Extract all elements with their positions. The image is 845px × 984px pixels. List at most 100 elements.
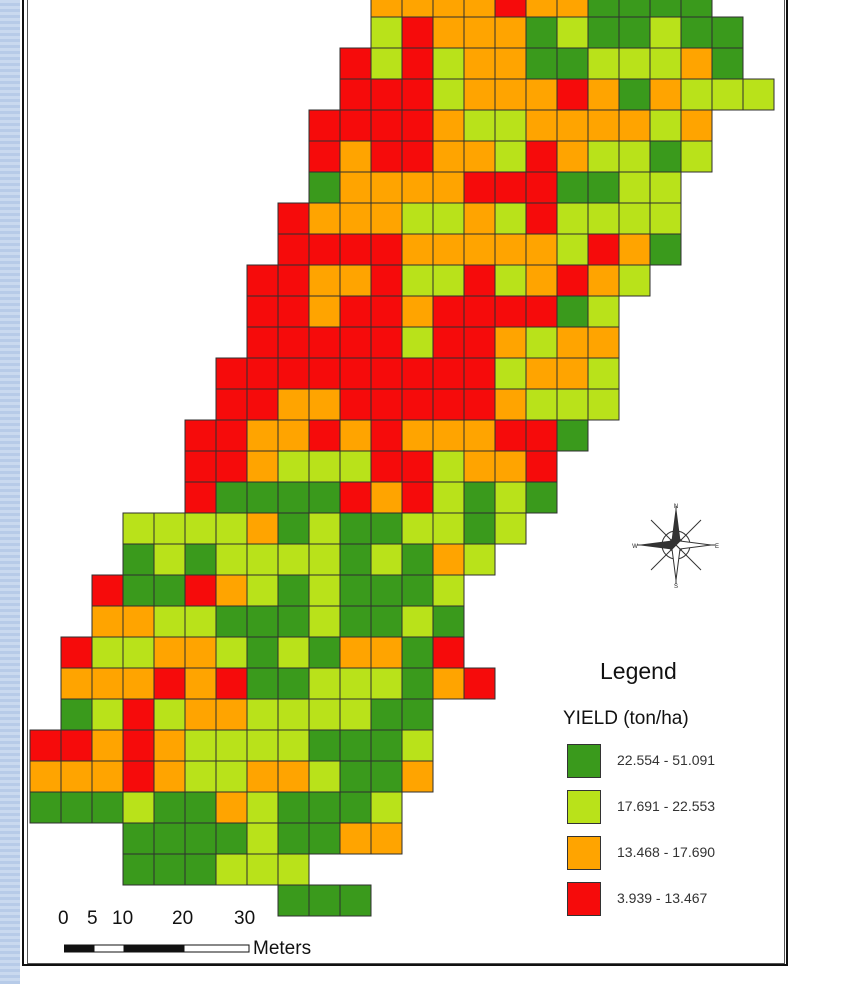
yield-cell: [370, 78, 403, 111]
yield-cell: [463, 295, 496, 328]
yield-cell: [401, 109, 434, 142]
yield-cell: [401, 481, 434, 514]
yield-cell: [370, 326, 403, 359]
legend-label-high: 22.554 - 51.091: [617, 752, 716, 768]
yield-cell: [587, 388, 620, 421]
yield-cell: [308, 140, 341, 173]
yield-cell: [308, 698, 341, 731]
scale-bar-graphic: [64, 944, 250, 953]
yield-cell: [339, 264, 372, 297]
yield-cell: [587, 16, 620, 49]
yield-cell: [432, 357, 465, 390]
yield-cell: [370, 822, 403, 855]
yield-cell: [277, 450, 310, 483]
yield-cell: [246, 512, 279, 545]
yield-cell: [370, 667, 403, 700]
yield-cell: [91, 605, 124, 638]
legend-field-name: YIELD (ton/ha): [563, 708, 689, 729]
yield-cell: [339, 357, 372, 390]
yield-cell: [184, 574, 217, 607]
yield-cell: [370, 791, 403, 824]
yield-cell: [122, 667, 155, 700]
scale-tick-label: 10: [112, 908, 134, 929]
yield-cell: [153, 667, 186, 700]
yield-cell: [246, 574, 279, 607]
yield-cell: [339, 450, 372, 483]
yield-cell: [463, 326, 496, 359]
yield-cell: [401, 760, 434, 793]
yield-cell: [525, 171, 558, 204]
yield-cell: [153, 543, 186, 576]
yield-cell: [246, 295, 279, 328]
scale-tick-label: 0: [58, 908, 69, 929]
yield-cell: [401, 264, 434, 297]
yield-cell: [184, 822, 217, 855]
yield-cell: [525, 109, 558, 142]
yield-cell: [122, 512, 155, 545]
yield-cell: [494, 16, 527, 49]
yield-cell: [401, 295, 434, 328]
yield-cell: [525, 450, 558, 483]
yield-cell: [246, 357, 279, 390]
yield-cell: [277, 791, 310, 824]
yield-cell: [370, 698, 403, 731]
yield-cell: [339, 140, 372, 173]
yield-cell: [401, 698, 434, 731]
yield-cell: [463, 264, 496, 297]
yield-cell: [308, 791, 341, 824]
yield-cell: [308, 822, 341, 855]
yield-cell: [432, 667, 465, 700]
yield-cell: [370, 388, 403, 421]
yield-cell: [618, 109, 651, 142]
yield-cell: [370, 636, 403, 669]
yield-cell: [618, 171, 651, 204]
yield-cell: [339, 574, 372, 607]
yield-cell: [432, 78, 465, 111]
yield-cell: [401, 543, 434, 576]
yield-cell: [339, 233, 372, 266]
yield-cell: [587, 171, 620, 204]
yield-cell: [680, 0, 713, 18]
yield-cell: [494, 450, 527, 483]
legend-label-medium-low: 13.468 - 17.690: [617, 844, 716, 860]
yield-cell: [742, 78, 775, 111]
yield-cell: [246, 605, 279, 638]
yield-cell: [618, 264, 651, 297]
yield-cell: [215, 512, 248, 545]
yield-cell: [463, 481, 496, 514]
yield-cell: [432, 171, 465, 204]
yield-cell: [494, 0, 527, 18]
yield-cell: [587, 357, 620, 390]
yield-cell: [432, 109, 465, 142]
yield-cell: [525, 16, 558, 49]
yield-cell: [308, 605, 341, 638]
yield-cell: [277, 853, 310, 886]
yield-cell: [277, 202, 310, 235]
yield-cell: [153, 574, 186, 607]
yield-cell: [277, 357, 310, 390]
yield-cell: [339, 543, 372, 576]
yield-cell: [432, 140, 465, 173]
yield-cell: [370, 512, 403, 545]
yield-cell: [432, 636, 465, 669]
yield-cell: [525, 481, 558, 514]
yield-cell: [587, 47, 620, 80]
yield-cell: [308, 667, 341, 700]
yield-cell: [649, 0, 682, 18]
north-label: N: [674, 504, 678, 510]
yield-cell: [556, 295, 589, 328]
yield-cell: [339, 605, 372, 638]
yield-cell: [556, 109, 589, 142]
yield-cell: [463, 357, 496, 390]
yield-cell: [246, 667, 279, 700]
yield-cell: [401, 388, 434, 421]
yield-cell: [370, 605, 403, 638]
yield-cell: [215, 698, 248, 731]
yield-cell: [277, 822, 310, 855]
yield-cell: [246, 853, 279, 886]
north-arrow-icon: N E S W: [631, 500, 721, 590]
yield-cell: [649, 233, 682, 266]
yield-cell: [246, 388, 279, 421]
yield-cell: [339, 78, 372, 111]
yield-cell: [463, 233, 496, 266]
